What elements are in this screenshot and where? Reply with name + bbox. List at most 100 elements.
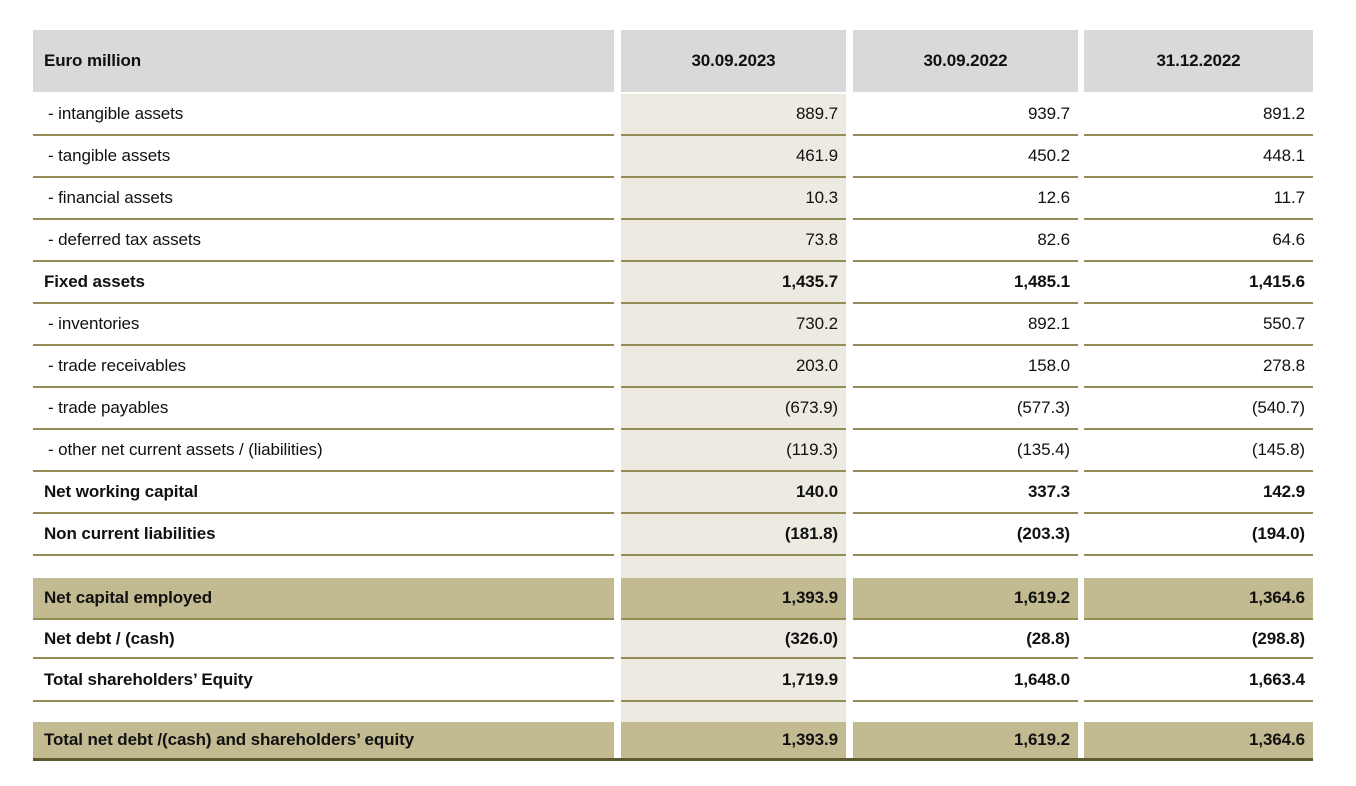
column-gap (846, 30, 853, 92)
table-row: - trade receivables 203.0 158.0 278.8 (33, 346, 1313, 388)
cell-value: 889.7 (621, 94, 846, 136)
column-header-2: 30.09.2022 (853, 30, 1078, 92)
cell-value: 1,485.1 (853, 262, 1078, 304)
column-header-1: 30.09.2023 (621, 30, 846, 92)
cell-value: 203.0 (621, 346, 846, 388)
row-label: - other net current assets / (liabilitie… (33, 430, 614, 472)
table-row-subtotal: Total shareholders’ Equity 1,719.9 1,648… (33, 659, 1313, 702)
column-gap (614, 620, 621, 659)
table-row-subtotal: Fixed assets 1,435.7 1,485.1 1,415.6 (33, 262, 1313, 304)
cell-value: 730.2 (621, 304, 846, 346)
cell-value: 1,364.6 (1084, 578, 1313, 620)
column-gap (614, 514, 621, 556)
column-gap (846, 578, 853, 620)
section-spacer (33, 556, 1313, 578)
cell-value: 1,719.9 (621, 659, 846, 702)
cell-value: (135.4) (853, 430, 1078, 472)
table-row: - tangible assets 461.9 450.2 448.1 (33, 136, 1313, 178)
row-label: Total shareholders’ Equity (33, 659, 614, 702)
cell-value: 1,393.9 (621, 578, 846, 620)
cell-value: (145.8) (1084, 430, 1313, 472)
column-gap (846, 94, 853, 136)
column-gap (846, 304, 853, 346)
cell-value: (203.3) (853, 514, 1078, 556)
table-row: - inventories 730.2 892.1 550.7 (33, 304, 1313, 346)
unit-header: Euro million (33, 30, 614, 92)
cell-value: (540.7) (1084, 388, 1313, 430)
column-gap (846, 178, 853, 220)
cell-value: (673.9) (621, 388, 846, 430)
row-label: - intangible assets (33, 94, 614, 136)
column-gap (614, 388, 621, 430)
cell-value: 1,619.2 (853, 722, 1078, 758)
section-spacer (33, 702, 1313, 722)
column-gap (614, 94, 621, 136)
column-gap (846, 346, 853, 388)
table-row-subtotal: Net debt / (cash) (326.0) (28.8) (298.8) (33, 620, 1313, 659)
column-gap (614, 220, 621, 262)
cell-value: 140.0 (621, 472, 846, 514)
column-gap (846, 388, 853, 430)
column-gap (614, 578, 621, 620)
table-row-total: Total net debt /(cash) and shareholders’… (33, 722, 1313, 761)
column-gap (846, 514, 853, 556)
cell-value: (119.3) (621, 430, 846, 472)
row-label: - deferred tax assets (33, 220, 614, 262)
cell-value: 448.1 (1084, 136, 1313, 178)
row-label: Fixed assets (33, 262, 614, 304)
column-gap (846, 262, 853, 304)
column-gap (846, 620, 853, 659)
row-label: Total net debt /(cash) and shareholders’… (33, 722, 614, 758)
cell-value: 1,619.2 (853, 578, 1078, 620)
column-gap (614, 262, 621, 304)
cell-value: 1,364.6 (1084, 722, 1313, 758)
cell-value: 278.8 (1084, 346, 1313, 388)
column-gap (846, 472, 853, 514)
cell-value: 450.2 (853, 136, 1078, 178)
column-gap (614, 30, 621, 92)
row-label: Non current liabilities (33, 514, 614, 556)
cell-value: 1,415.6 (1084, 262, 1313, 304)
row-label: - inventories (33, 304, 614, 346)
cell-value: 82.6 (853, 220, 1078, 262)
cell-value: 10.3 (621, 178, 846, 220)
cell-value: 892.1 (853, 304, 1078, 346)
column-gap (846, 430, 853, 472)
cell-value: (181.8) (621, 514, 846, 556)
column-gap (614, 722, 621, 758)
cell-value: 939.7 (853, 94, 1078, 136)
column-gap (614, 659, 621, 702)
cell-value: 12.6 (853, 178, 1078, 220)
cell-value: (577.3) (853, 388, 1078, 430)
table-header-row: Euro million 30.09.2023 30.09.2022 31.12… (33, 30, 1313, 92)
column-gap (614, 430, 621, 472)
table-row: - other net current assets / (liabilitie… (33, 430, 1313, 472)
cell-value: 550.7 (1084, 304, 1313, 346)
column-gap (614, 304, 621, 346)
cell-value: 461.9 (621, 136, 846, 178)
table-row: - deferred tax assets 73.8 82.6 64.6 (33, 220, 1313, 262)
column-gap (614, 136, 621, 178)
cell-value: (298.8) (1084, 620, 1313, 659)
column-gap (846, 136, 853, 178)
row-label: Net capital employed (33, 578, 614, 620)
cell-value: 158.0 (853, 346, 1078, 388)
table-row: - financial assets 10.3 12.6 11.7 (33, 178, 1313, 220)
table-row-highlight: Net capital employed 1,393.9 1,619.2 1,3… (33, 578, 1313, 620)
table-row: - trade payables (673.9) (577.3) (540.7) (33, 388, 1313, 430)
cell-value: 1,648.0 (853, 659, 1078, 702)
column-gap (846, 722, 853, 758)
cell-value: 142.9 (1084, 472, 1313, 514)
cell-value: (194.0) (1084, 514, 1313, 556)
cell-value: 64.6 (1084, 220, 1313, 262)
cell-value: 891.2 (1084, 94, 1313, 136)
row-label: Net working capital (33, 472, 614, 514)
row-label: - trade payables (33, 388, 614, 430)
column-gap (614, 472, 621, 514)
table-row-subtotal: Net working capital 140.0 337.3 142.9 (33, 472, 1313, 514)
cell-value: 73.8 (621, 220, 846, 262)
cell-value: 1,663.4 (1084, 659, 1313, 702)
cell-value: 1,393.9 (621, 722, 846, 758)
row-label: - trade receivables (33, 346, 614, 388)
cell-value: (28.8) (853, 620, 1078, 659)
